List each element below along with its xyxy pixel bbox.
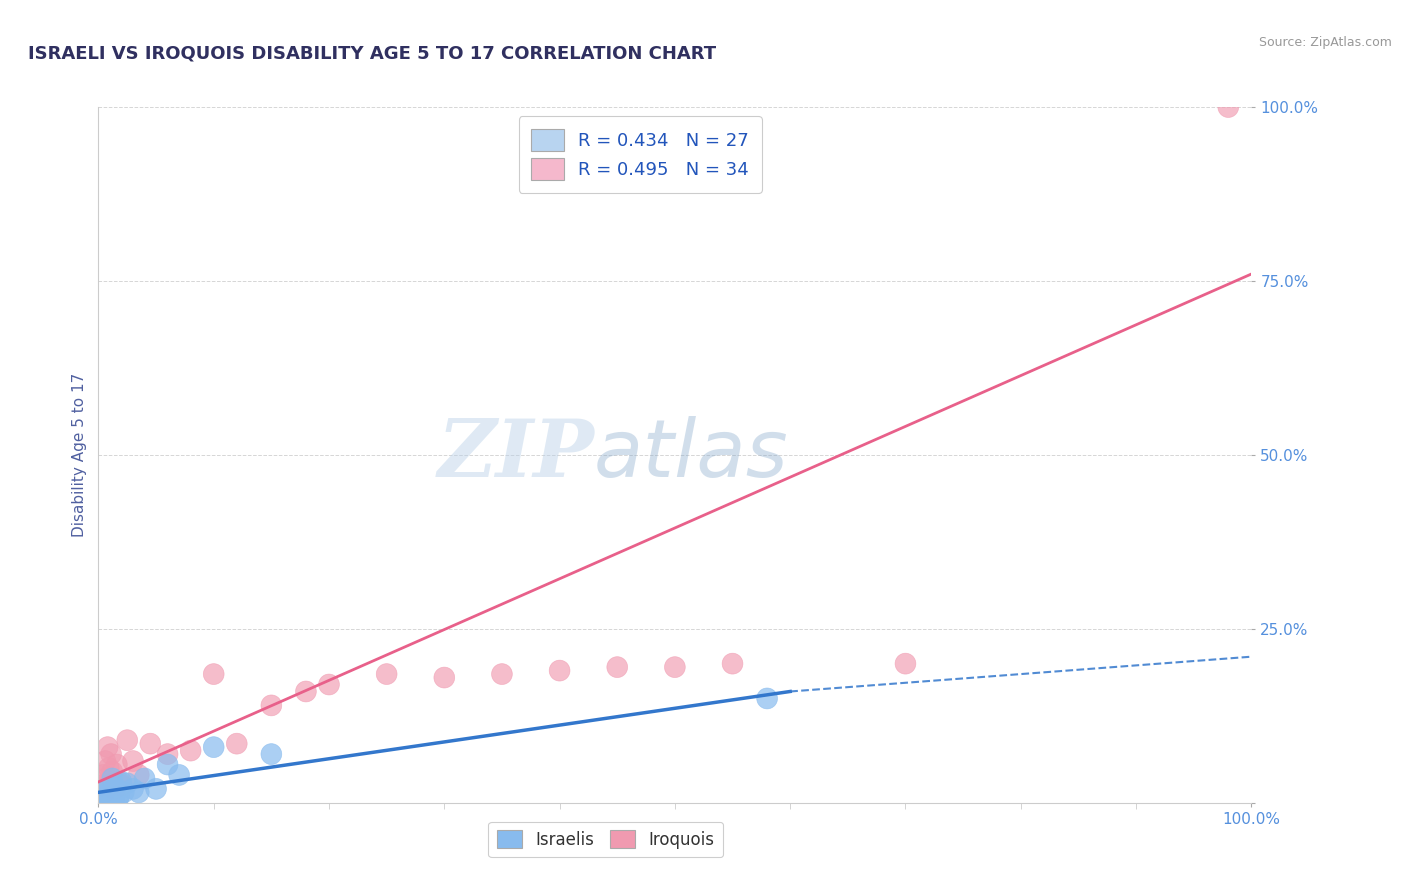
Ellipse shape [96,751,115,772]
Ellipse shape [141,733,160,754]
Ellipse shape [111,772,132,792]
Ellipse shape [434,667,454,688]
Ellipse shape [204,737,224,757]
Ellipse shape [101,744,121,764]
Ellipse shape [108,789,128,810]
Text: atlas: atlas [595,416,789,494]
Y-axis label: Disability Age 5 to 17: Disability Age 5 to 17 [72,373,87,537]
Ellipse shape [550,660,569,681]
Text: ZIP: ZIP [437,417,595,493]
Ellipse shape [319,674,339,695]
Ellipse shape [104,779,125,799]
Ellipse shape [204,664,224,684]
Ellipse shape [104,788,125,808]
Ellipse shape [122,751,143,772]
Ellipse shape [94,782,114,803]
Ellipse shape [114,782,134,803]
Ellipse shape [226,733,247,754]
Ellipse shape [146,779,166,799]
Ellipse shape [896,653,915,674]
Ellipse shape [101,761,122,782]
Ellipse shape [97,779,118,799]
Ellipse shape [107,780,128,801]
Ellipse shape [111,775,132,796]
Ellipse shape [723,653,742,674]
Ellipse shape [117,730,138,751]
Ellipse shape [101,768,122,789]
Ellipse shape [91,782,112,803]
Ellipse shape [157,744,179,764]
Ellipse shape [128,764,149,786]
Ellipse shape [108,772,129,792]
Ellipse shape [169,764,190,786]
Ellipse shape [100,787,121,807]
Ellipse shape [96,789,117,810]
Text: ISRAELI VS IROQUOIS DISABILITY AGE 5 TO 17 CORRELATION CHART: ISRAELI VS IROQUOIS DISABILITY AGE 5 TO … [28,45,716,62]
Ellipse shape [98,757,120,779]
Ellipse shape [108,786,129,806]
Ellipse shape [262,695,281,715]
Ellipse shape [98,786,120,806]
Ellipse shape [492,664,512,684]
Ellipse shape [295,681,316,702]
Ellipse shape [94,787,114,807]
Ellipse shape [97,737,118,757]
Legend: Israelis, Iroquois: Israelis, Iroquois [488,822,723,857]
Ellipse shape [101,782,121,803]
Ellipse shape [756,688,778,709]
Ellipse shape [96,768,117,789]
Ellipse shape [122,779,143,799]
Ellipse shape [103,784,124,805]
Text: Source: ZipAtlas.com: Source: ZipAtlas.com [1258,36,1392,49]
Ellipse shape [117,772,138,794]
Ellipse shape [377,664,396,684]
Ellipse shape [96,784,115,805]
Ellipse shape [107,754,128,775]
Ellipse shape [665,657,685,678]
Ellipse shape [1218,96,1239,118]
Ellipse shape [262,744,281,764]
Ellipse shape [134,768,155,789]
Ellipse shape [93,764,114,786]
Ellipse shape [105,777,127,798]
Ellipse shape [100,772,121,792]
Ellipse shape [180,740,201,761]
Ellipse shape [607,657,627,678]
Ellipse shape [157,754,179,775]
Ellipse shape [91,775,112,796]
Ellipse shape [128,782,149,803]
